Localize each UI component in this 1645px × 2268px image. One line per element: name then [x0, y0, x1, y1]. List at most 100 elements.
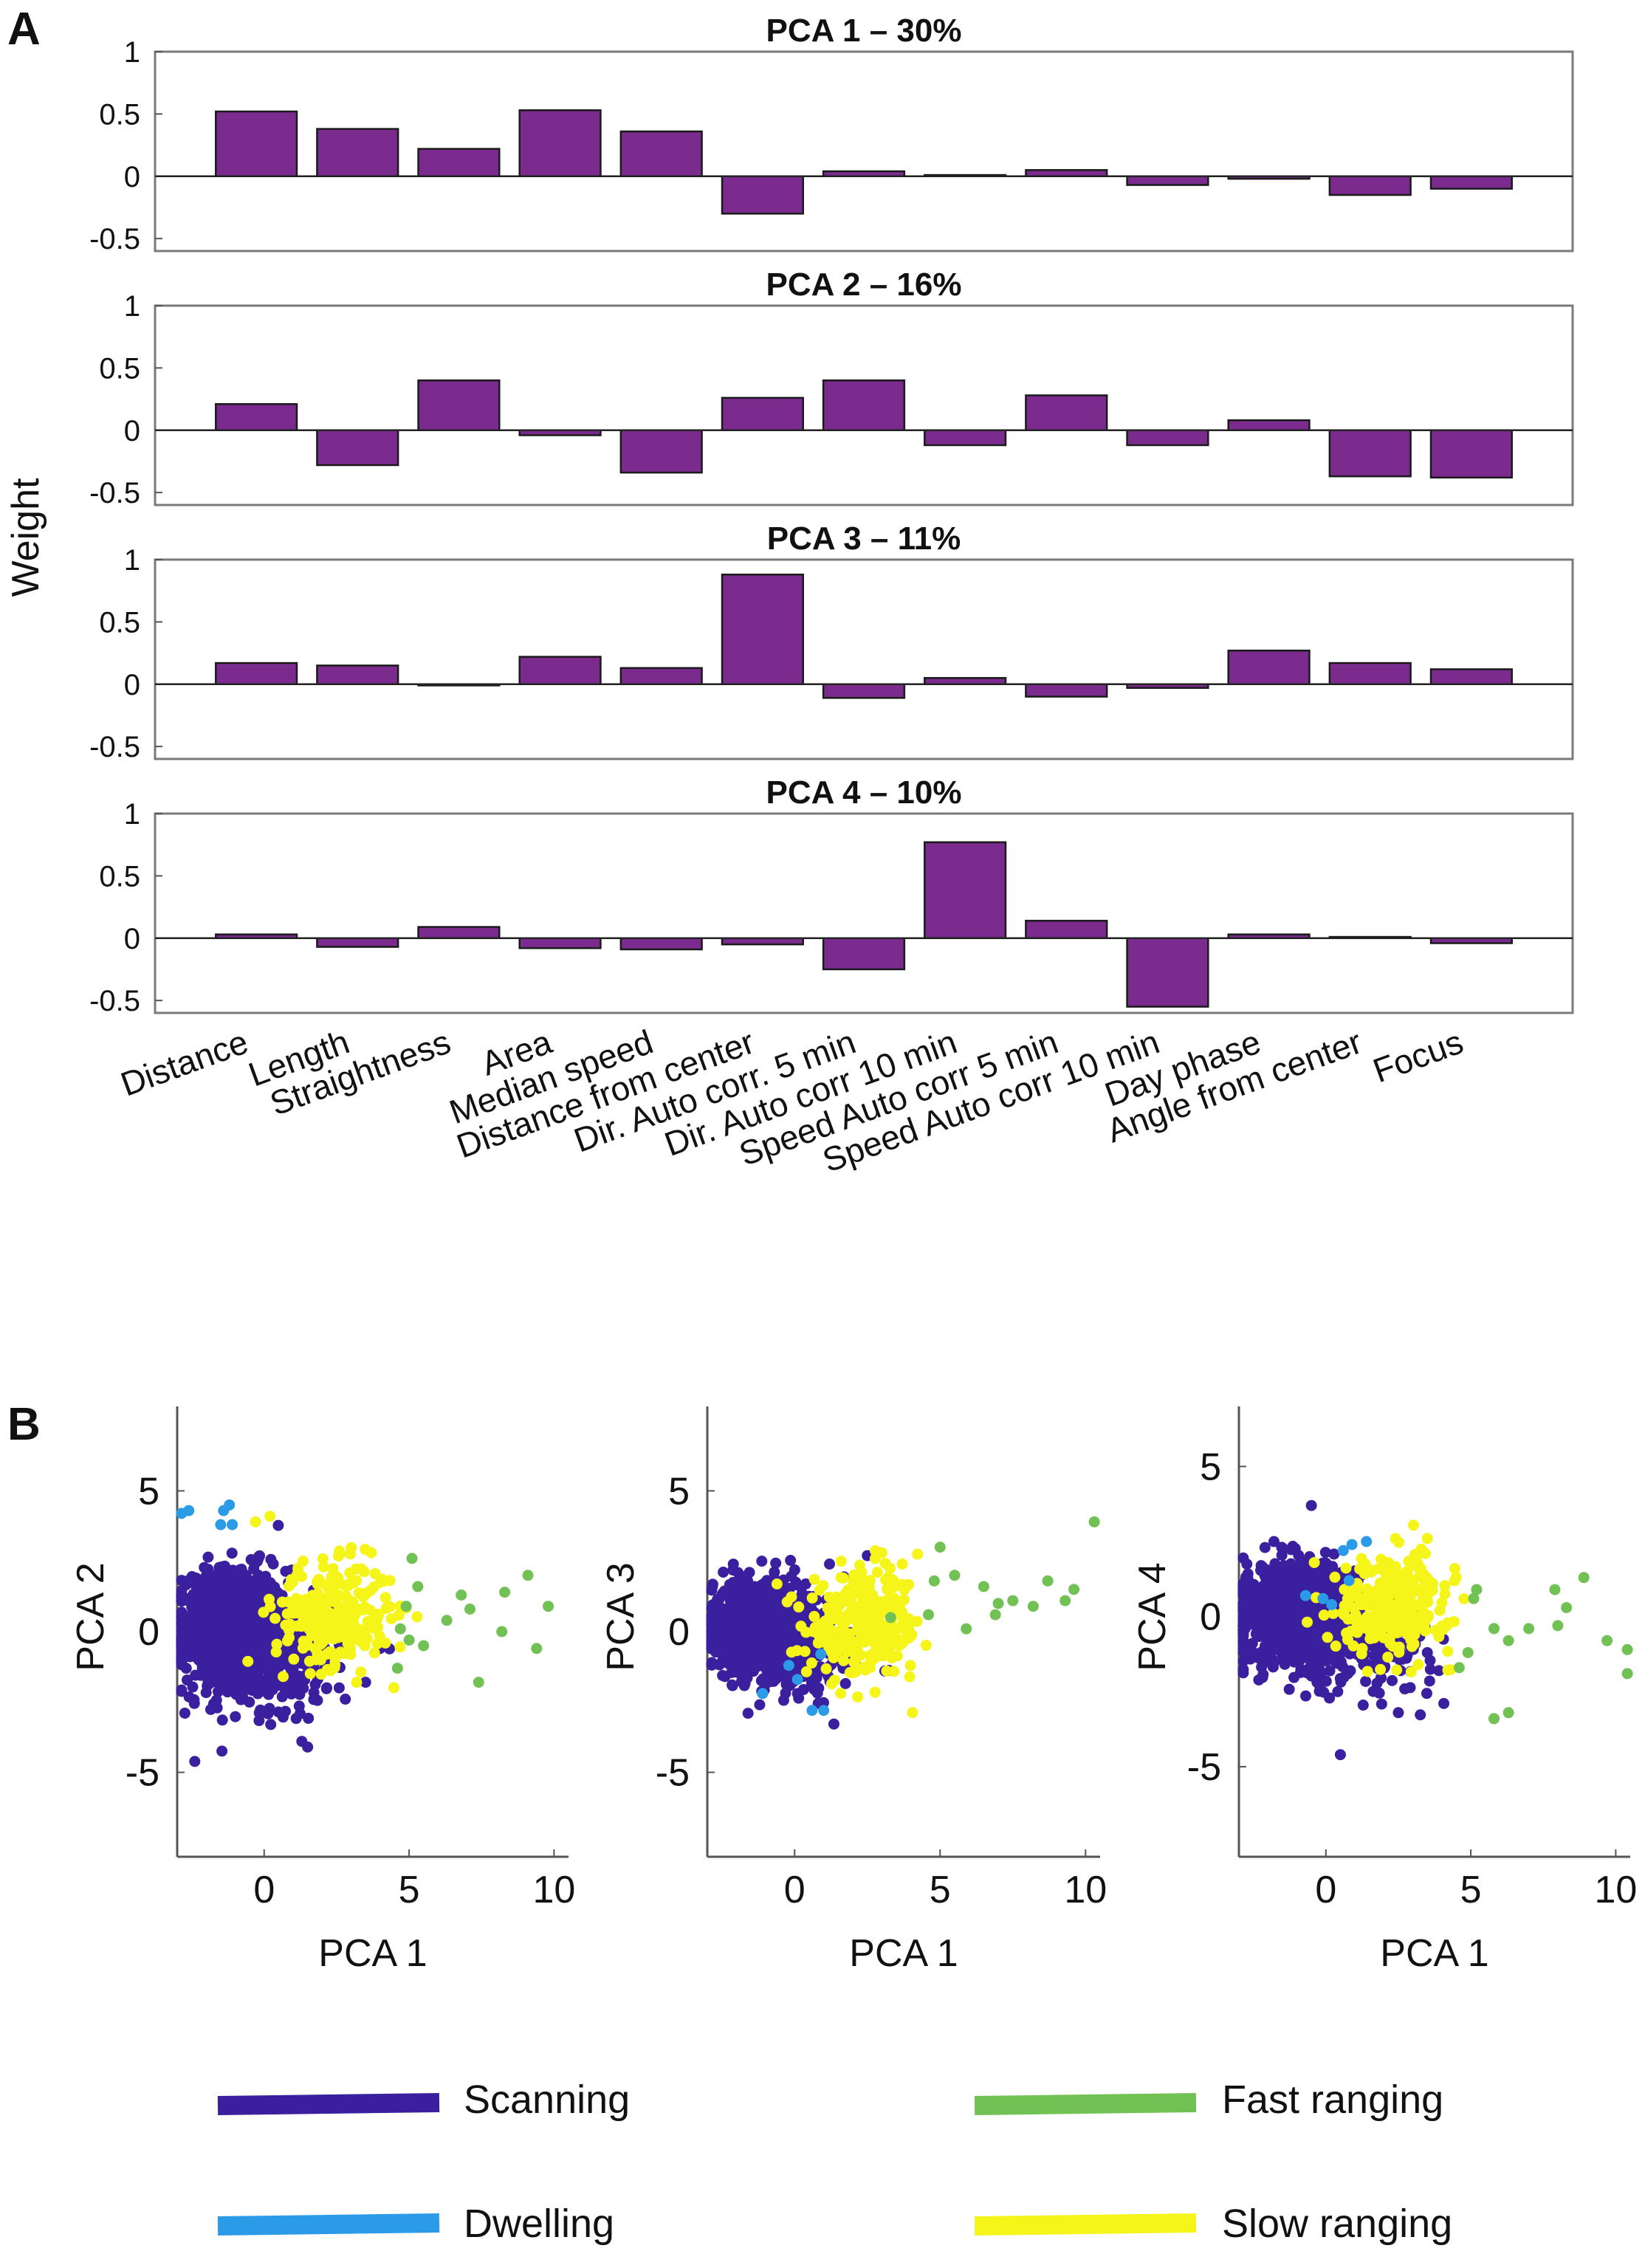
- point-scanning: [785, 1555, 797, 1567]
- point-scanning: [276, 1691, 288, 1702]
- y-tick-label: -5: [126, 1752, 159, 1795]
- point-slow-ranging: [902, 1615, 913, 1626]
- point-slow-ranging: [1342, 1598, 1354, 1609]
- point-scanning: [1334, 1749, 1346, 1761]
- bar-area: [518, 656, 602, 685]
- point-scanning: [754, 1699, 766, 1711]
- point-slow-ranging: [835, 1572, 847, 1584]
- bar-median-speed: [619, 667, 703, 685]
- point-scanning: [176, 1656, 188, 1668]
- point-scanning: [1264, 1609, 1276, 1621]
- point-slow-ranging: [902, 1627, 913, 1639]
- point-fast-ranging: [403, 1634, 415, 1646]
- point-scanning: [217, 1598, 229, 1610]
- x-axis-label: PCA 1: [318, 1932, 427, 1975]
- point-slow-ranging: [881, 1665, 893, 1677]
- point-scanning: [1328, 1548, 1340, 1560]
- point-scanning: [1242, 1573, 1254, 1584]
- point-slow-ranging: [907, 1707, 918, 1719]
- bar-focus: [1429, 668, 1513, 685]
- point-slow-ranging: [891, 1650, 903, 1662]
- series-fast-ranging: [1453, 1572, 1633, 1725]
- point-scanning: [1299, 1690, 1311, 1702]
- point-scanning: [223, 1674, 235, 1685]
- y-tick-label: -0.5: [89, 731, 140, 763]
- point-slow-ranging: [368, 1623, 380, 1635]
- point-slow-ranging: [323, 1606, 334, 1618]
- point-fast-ranging: [1462, 1646, 1474, 1658]
- point-fast-ranging: [406, 1553, 418, 1564]
- point-fast-ranging: [934, 1542, 946, 1553]
- point-slow-ranging: [1409, 1620, 1421, 1632]
- bar-day-phase: [1227, 649, 1311, 685]
- point-fast-ranging: [1561, 1601, 1573, 1613]
- point-scanning: [216, 1644, 227, 1656]
- point-slow-ranging: [899, 1584, 910, 1595]
- point-scanning: [360, 1677, 371, 1688]
- point-scanning: [1272, 1589, 1284, 1601]
- point-scanning: [235, 1564, 247, 1575]
- bar-panel-frame: [154, 304, 1574, 506]
- point-slow-ranging: [369, 1567, 381, 1579]
- point-scanning: [1257, 1561, 1268, 1573]
- point-scanning: [739, 1677, 751, 1689]
- point-scanning: [713, 1593, 725, 1605]
- point-slow-ranging: [1342, 1627, 1354, 1639]
- point-slow-ranging: [1301, 1616, 1313, 1628]
- y-tick-label: 0: [138, 1611, 159, 1654]
- point-scanning: [813, 1683, 825, 1694]
- point-fast-ranging: [1503, 1707, 1514, 1719]
- bar-angle-from-center: [1328, 429, 1412, 478]
- point-scanning: [265, 1719, 277, 1731]
- bar-speed-auto-corr-10-min: [1126, 175, 1209, 186]
- point-slow-ranging: [864, 1575, 876, 1587]
- bar-panel-title: PCA 3 – 11%: [767, 520, 961, 557]
- point-dwelling: [815, 1649, 827, 1660]
- point-slow-ranging: [793, 1601, 805, 1613]
- point-scanning: [1270, 1629, 1282, 1641]
- point-scanning: [230, 1711, 241, 1722]
- point-scanning: [253, 1569, 264, 1581]
- point-scanning: [233, 1623, 244, 1635]
- point-slow-ranging: [335, 1617, 347, 1629]
- bar-dir-auto-corr-10-min: [924, 677, 1007, 685]
- point-slow-ranging: [411, 1611, 423, 1623]
- point-scanning: [176, 1685, 188, 1697]
- point-fast-ranging: [922, 1609, 934, 1621]
- point-scanning: [212, 1685, 224, 1697]
- point-scanning: [188, 1694, 200, 1705]
- point-scanning: [1334, 1673, 1346, 1685]
- point-slow-ranging: [1380, 1562, 1392, 1574]
- point-slow-ranging: [851, 1640, 862, 1652]
- point-slow-ranging: [1403, 1606, 1415, 1618]
- point-slow-ranging: [1395, 1615, 1407, 1626]
- point-slow-ranging: [876, 1547, 887, 1559]
- point-scanning: [824, 1559, 836, 1570]
- series-fast-ranging: [885, 1516, 1100, 1635]
- y-tick-label: 0: [124, 923, 140, 955]
- point-scanning: [1283, 1683, 1295, 1695]
- point-fast-ranging: [522, 1570, 534, 1581]
- point-slow-ranging: [845, 1605, 857, 1617]
- point-slow-ranging: [1361, 1666, 1373, 1677]
- point-slow-ranging: [371, 1613, 382, 1625]
- point-fast-ranging: [1523, 1623, 1535, 1635]
- point-scanning: [1237, 1655, 1249, 1667]
- point-scanning: [1297, 1568, 1308, 1580]
- point-scanning: [253, 1553, 264, 1564]
- point-scanning: [247, 1592, 259, 1604]
- point-scanning: [244, 1605, 256, 1617]
- point-slow-ranging: [1421, 1533, 1433, 1544]
- point-fast-ranging: [496, 1626, 508, 1638]
- point-slow-ranging: [848, 1574, 859, 1586]
- point-scanning: [777, 1616, 789, 1628]
- point-scanning: [243, 1584, 255, 1595]
- bar-panel-frame: [154, 812, 1574, 1014]
- point-slow-ranging: [791, 1645, 803, 1657]
- point-scanning: [264, 1577, 276, 1589]
- point-scanning: [231, 1575, 243, 1587]
- point-scanning: [320, 1683, 332, 1694]
- point-scanning: [1237, 1667, 1249, 1679]
